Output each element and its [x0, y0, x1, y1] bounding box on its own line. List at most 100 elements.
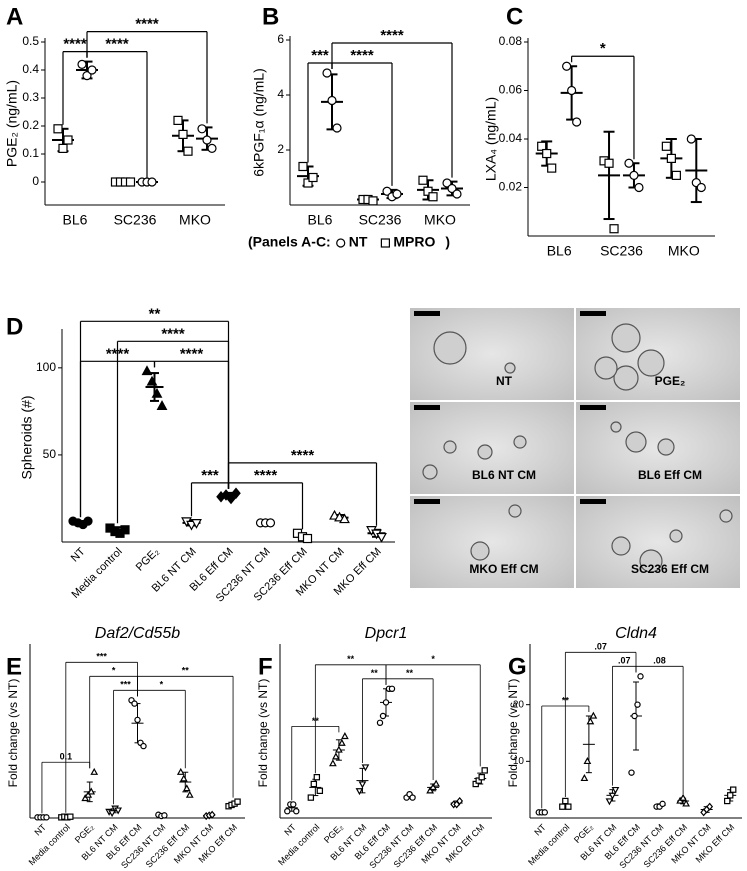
- significance-label: ****: [105, 36, 129, 53]
- significance-label: ****: [291, 447, 315, 464]
- data-point: [609, 224, 619, 234]
- data-point: [682, 799, 690, 807]
- cell: [657, 438, 675, 456]
- data-point: [151, 387, 163, 398]
- significance-label: ***: [311, 47, 329, 64]
- data-point: [542, 148, 552, 159]
- data-point: [332, 123, 342, 133]
- y-axis-label: Fold change (vs NT): [256, 679, 270, 788]
- significance-label: ****: [161, 325, 185, 342]
- y-axis-label: PGE₂ (ng/mL): [4, 80, 20, 167]
- data-point: [368, 196, 378, 206]
- data-point: [392, 189, 402, 199]
- significance-bracket: [314, 664, 387, 774]
- y-tick-label: 20: [513, 699, 525, 710]
- cell: [610, 421, 622, 433]
- legend-label: NT: [349, 234, 368, 250]
- data-point: [567, 85, 577, 96]
- micrograph: [410, 402, 574, 494]
- legend-marker: [380, 238, 390, 248]
- significance-label: *: [600, 40, 606, 57]
- significance-bracket: [635, 665, 684, 795]
- cell: [719, 509, 733, 523]
- y-tick-label: 100: [36, 360, 56, 374]
- data-point: [478, 773, 485, 781]
- data-point: [108, 810, 116, 818]
- significance-label: ***: [96, 652, 107, 662]
- y-axis-label: LXA₄ (ng/mL): [483, 97, 499, 181]
- data-point: [197, 124, 207, 134]
- legend-label: MPRO: [393, 234, 435, 250]
- data-point: [183, 146, 193, 156]
- cell: [433, 331, 467, 365]
- data-point: [82, 70, 92, 81]
- x-tick-label: SC236: [359, 212, 402, 228]
- data-point: [671, 170, 681, 180]
- data-point: [322, 68, 332, 78]
- significance-label: ****: [63, 36, 87, 53]
- data-point: [125, 177, 136, 187]
- y-tick-label: 0.08: [499, 34, 523, 48]
- significance-bracket: [331, 42, 453, 178]
- micrograph-label: MKO Eff CM: [469, 562, 538, 576]
- scale-bar: [580, 311, 606, 316]
- y-tick-label: 10: [513, 756, 525, 767]
- significance-bracket: [571, 55, 635, 160]
- micrograph-label: BL6 Eff CM: [638, 468, 702, 482]
- y-tick-label: 0.5: [22, 34, 39, 48]
- data-point: [572, 117, 582, 127]
- data-point: [724, 797, 731, 805]
- data-point: [179, 774, 188, 782]
- data-point: [727, 792, 734, 799]
- cell: [443, 440, 457, 454]
- data-point: [302, 533, 313, 544]
- data-point: [604, 158, 614, 168]
- significance-label: **: [149, 305, 161, 322]
- data-point: [290, 801, 297, 808]
- data-point: [537, 141, 547, 151]
- significance-bracket: [385, 664, 481, 767]
- data-point: [583, 756, 592, 765]
- x-tick-label: SC236: [600, 243, 643, 259]
- data-point: [608, 792, 617, 800]
- significance-label: .07: [594, 642, 607, 652]
- data-point: [173, 115, 183, 126]
- y-tick-label: 0.1: [22, 146, 39, 160]
- data-point: [634, 701, 641, 708]
- data-point: [565, 803, 572, 810]
- scale-bar: [414, 311, 440, 316]
- x-tick-label: MKO: [179, 212, 211, 228]
- data-point: [234, 798, 241, 805]
- data-point: [388, 685, 396, 693]
- data-point: [316, 787, 324, 795]
- x-tick-label: MKO: [424, 212, 456, 228]
- data-point: [426, 786, 434, 794]
- cell: [669, 529, 683, 543]
- y-tick-label: 0.3: [22, 90, 39, 104]
- data-point: [114, 807, 122, 815]
- data-point: [176, 767, 185, 775]
- cell: [422, 464, 438, 480]
- x-tick-label: NT: [532, 822, 548, 838]
- cell: [470, 541, 490, 561]
- significance-bracket: [137, 689, 186, 769]
- data-point: [335, 745, 343, 753]
- cell: [613, 365, 639, 391]
- data-point: [90, 767, 99, 775]
- significance-label: *: [431, 654, 435, 664]
- significance-bracket: [86, 31, 208, 124]
- significance-label: ****: [350, 47, 374, 64]
- y-axis-label: Spheroids (#): [19, 395, 35, 479]
- significance-bracket: [612, 665, 637, 786]
- y-tick-label: 0.2: [22, 118, 39, 132]
- data-point: [329, 759, 337, 767]
- data-point: [87, 65, 97, 75]
- cell: [508, 504, 522, 518]
- data-point: [605, 798, 614, 806]
- cell: [625, 431, 647, 453]
- y-tick-label: 2: [277, 142, 284, 156]
- significance-label: *: [112, 666, 116, 676]
- data-point: [631, 712, 638, 720]
- legend-title: (Panels A-C:: [248, 234, 331, 250]
